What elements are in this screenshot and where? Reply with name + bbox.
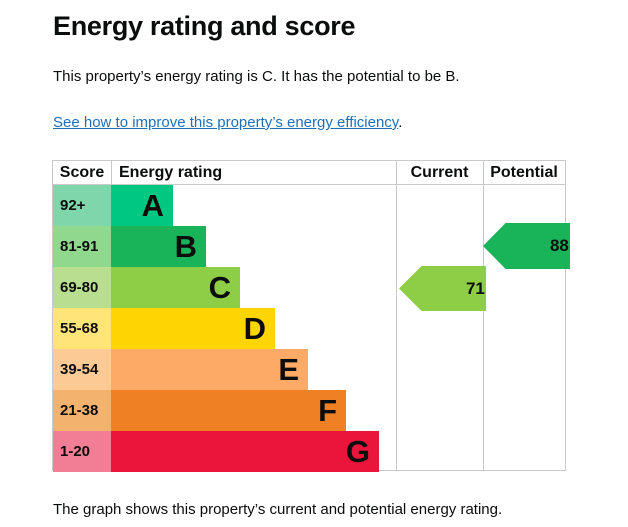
- potential-column-divider: [483, 161, 484, 470]
- page-title: Energy rating and score: [53, 11, 356, 41]
- potential-rating-letter: B: [577, 236, 591, 255]
- potential-rating-value: 88: [549, 236, 569, 255]
- energy-rating-chart: Score Energy rating Current Potential 92…: [52, 160, 571, 472]
- band-letter-f: F: [318, 393, 337, 428]
- epc-row-c: 69-80 C: [53, 267, 396, 308]
- band-bar-g: G: [111, 431, 379, 472]
- header-divider: [53, 184, 565, 185]
- footer-text: The graph shows this property’s current …: [53, 501, 503, 518]
- score-range-c: 69-80: [53, 267, 111, 308]
- epc-row-a: 92+ A: [53, 185, 396, 226]
- band-letter-a: A: [141, 188, 164, 223]
- potential-rating-arrow: 88 B: [483, 223, 571, 269]
- band-bar-f: F: [111, 390, 346, 431]
- band-letter-g: G: [345, 434, 370, 469]
- score-range-e: 39-54: [53, 349, 111, 390]
- current-rating-letter: C: [493, 278, 507, 298]
- band-letter-c: C: [208, 270, 231, 305]
- column-header-score: Score: [59, 164, 105, 181]
- band-letter-d: D: [243, 311, 266, 346]
- band-letter-b: B: [174, 229, 197, 264]
- current-rating-arrow: 71 C: [399, 266, 487, 311]
- link-suffix: .: [398, 114, 403, 131]
- column-header-rating: Energy rating: [119, 164, 223, 181]
- epc-row-d: 55-68 D: [53, 308, 396, 349]
- score-range-f: 21-38: [53, 390, 111, 431]
- score-range-b: 81-91: [53, 226, 111, 267]
- score-column-divider: [111, 161, 112, 184]
- intro-text: This property’s energy rating is C. It h…: [53, 68, 460, 85]
- band-bar-e: E: [111, 349, 308, 390]
- score-range-g: 1-20: [53, 431, 111, 472]
- link-line: See how to improve this property’s energ…: [53, 114, 402, 131]
- band-letter-e: E: [278, 352, 299, 387]
- column-header-current: Current: [410, 164, 469, 181]
- epc-row-f: 21-38 F: [53, 390, 396, 431]
- score-range-a: 92+: [53, 185, 111, 226]
- improve-efficiency-link[interactable]: See how to improve this property’s energ…: [53, 114, 399, 131]
- band-bar-a: A: [111, 185, 173, 226]
- epc-row-b: 81-91 B: [53, 226, 396, 267]
- epc-row-e: 39-54 E: [53, 349, 396, 390]
- epc-row-g: 1-20 G: [53, 431, 396, 472]
- current-column-divider: [396, 161, 397, 470]
- band-bar-c: C: [111, 267, 240, 308]
- column-header-potential: Potential: [490, 164, 558, 181]
- band-bar-d: D: [111, 308, 275, 349]
- band-bar-b: B: [111, 226, 206, 267]
- score-range-d: 55-68: [53, 308, 111, 349]
- current-rating-value: 71: [465, 278, 485, 298]
